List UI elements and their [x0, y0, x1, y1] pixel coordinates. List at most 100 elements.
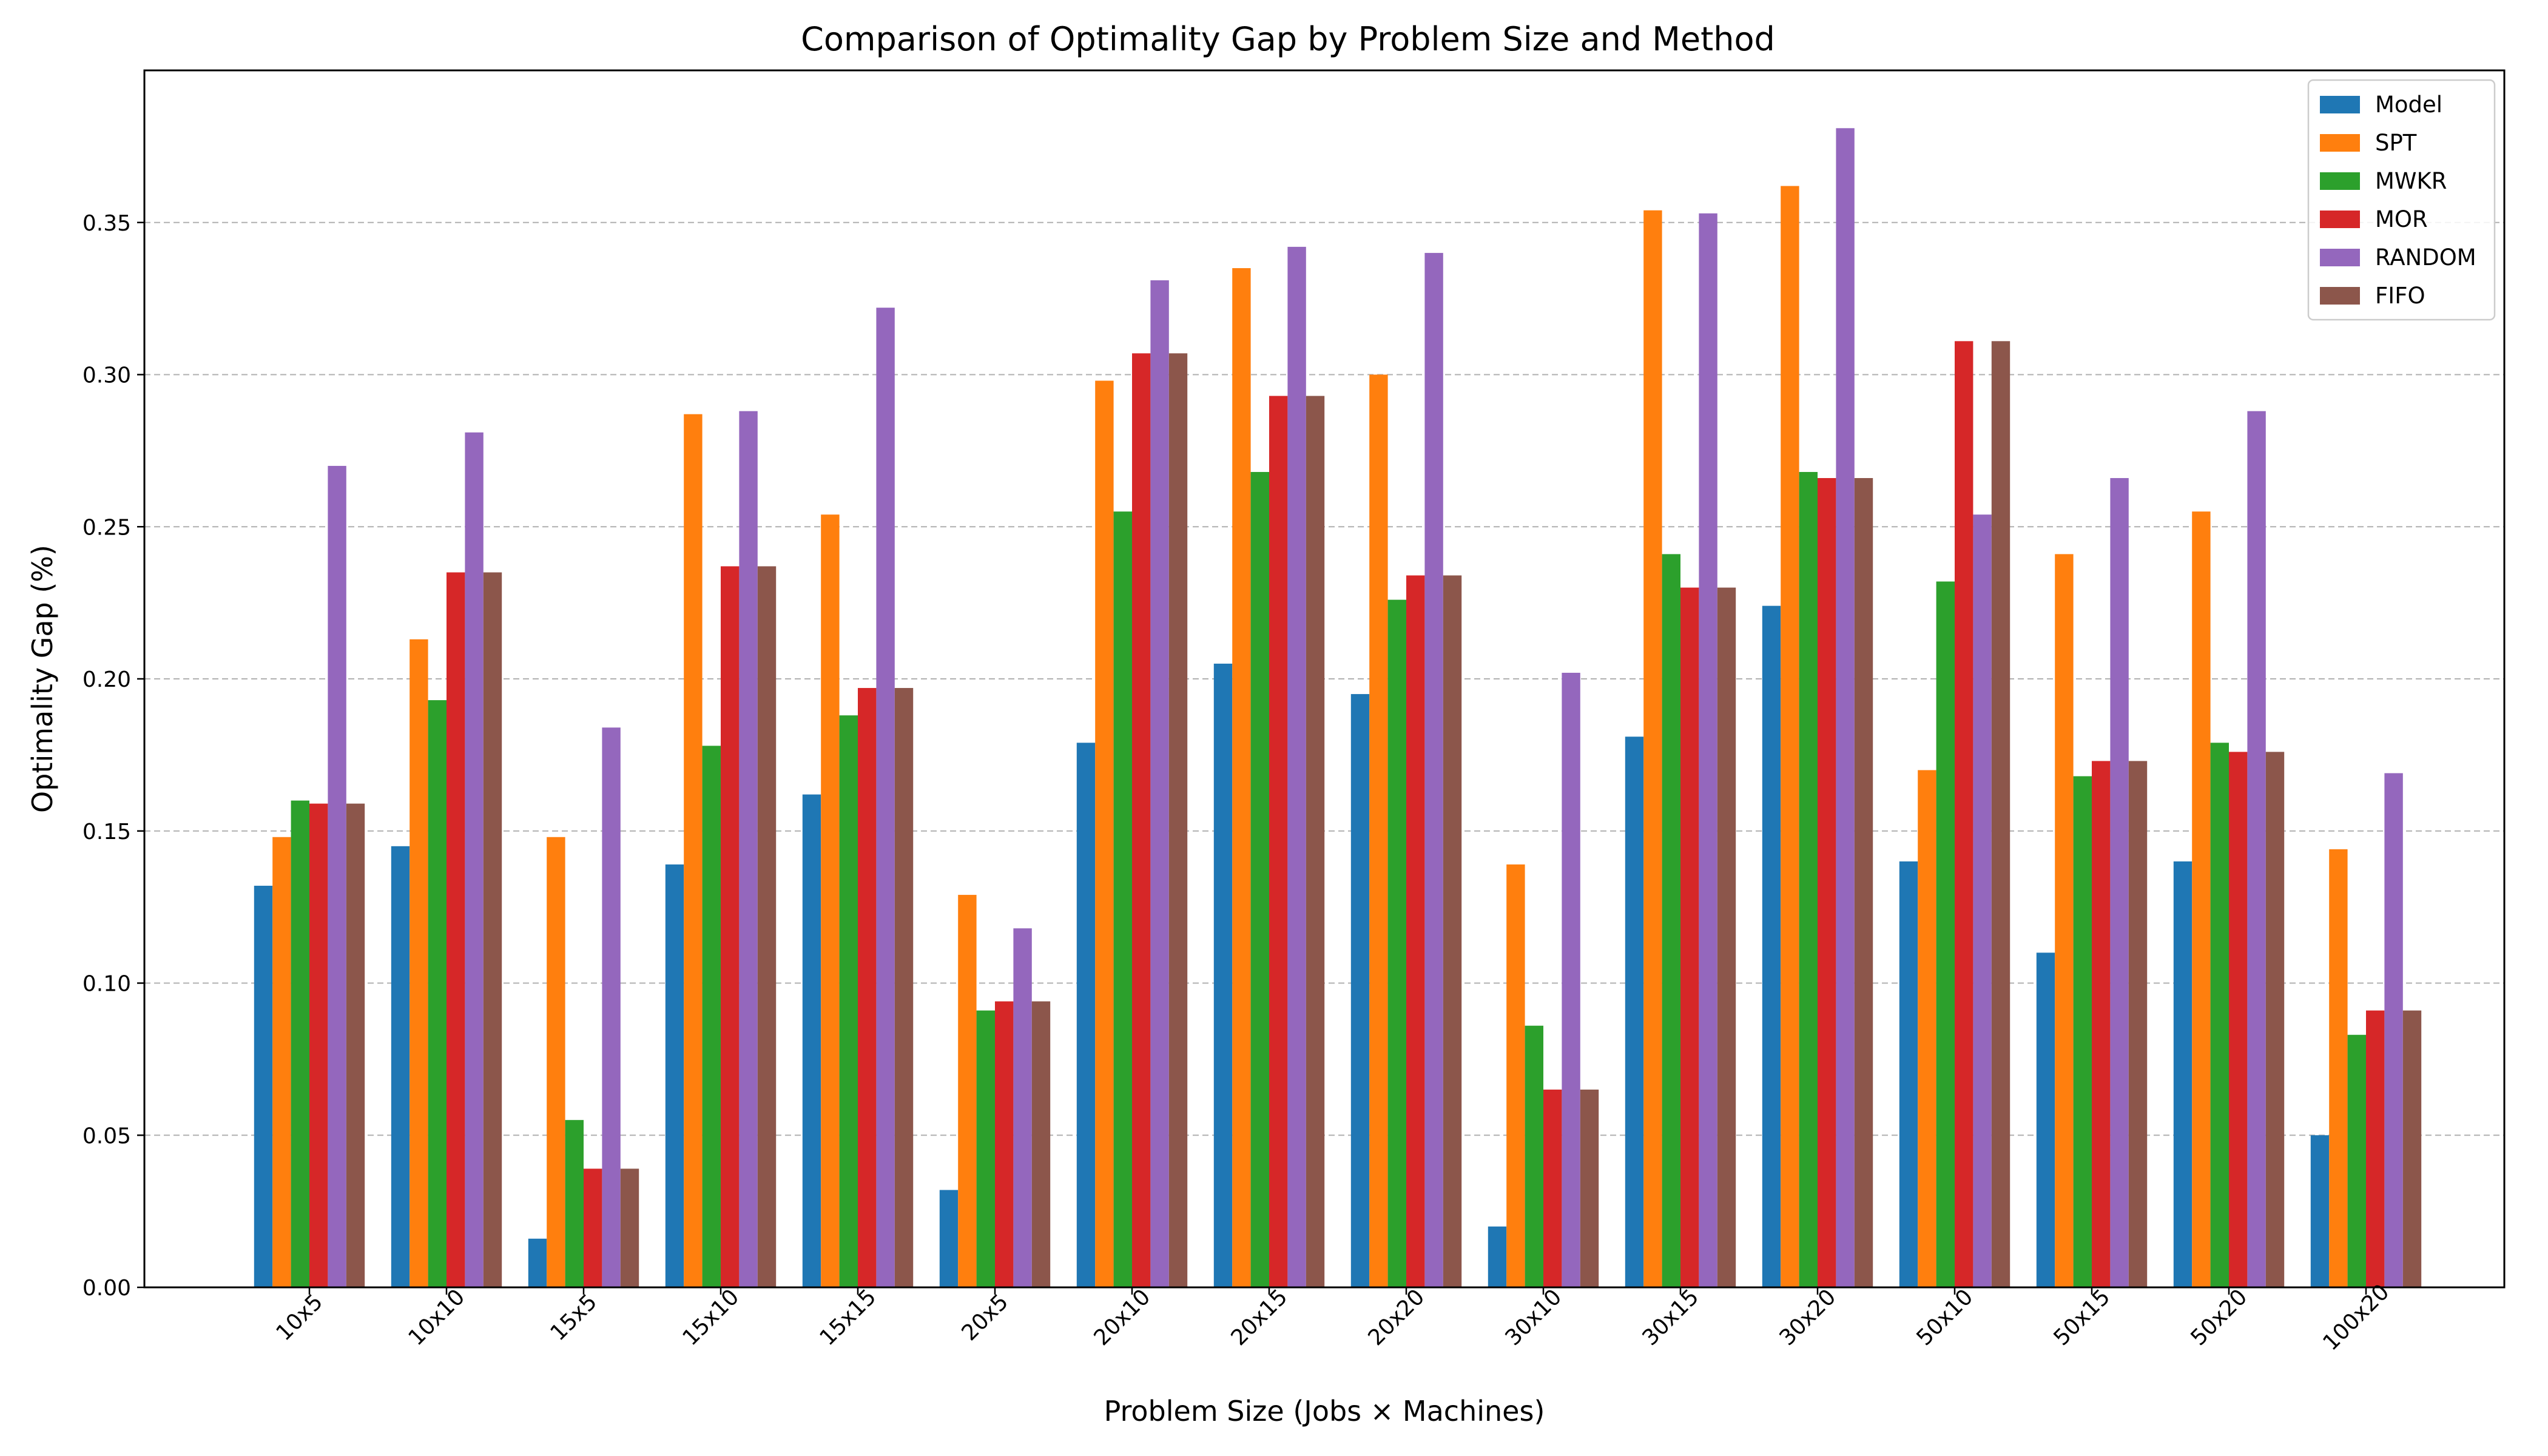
bar-random-20x15	[1287, 246, 1306, 1287]
legend-label-mwkr: MWKR	[2375, 168, 2447, 194]
bar-random-15x15	[876, 308, 895, 1287]
bar-mor-30x10	[1543, 1090, 1562, 1287]
x-axis-title: Problem Size (Jobs × Machines)	[1104, 1395, 1545, 1427]
bar-mor-30x20	[1818, 478, 1836, 1287]
bar-model-10x5	[254, 886, 273, 1287]
legend-label-random: RANDOM	[2375, 244, 2476, 271]
bar-fifo-50x15	[2128, 761, 2148, 1287]
bar-mwkr-20x15	[1250, 471, 1269, 1287]
bar-mwkr-20x10	[1113, 511, 1132, 1287]
bar-fifo-30x10	[1580, 1090, 1599, 1287]
bar-model-50x20	[2173, 861, 2192, 1287]
bar-random-30x15	[1699, 213, 1717, 1288]
bar-model-100x20	[2310, 1135, 2330, 1287]
y-tick-label: 0.00	[83, 1276, 131, 1301]
bar-random-50x20	[2247, 411, 2266, 1288]
bar-spt-100x20	[2329, 849, 2348, 1287]
bar-fifo-10x10	[483, 572, 502, 1287]
bar-random-20x20	[1424, 252, 1443, 1287]
bar-random-30x20	[1836, 128, 1855, 1287]
bar-fifo-15x5	[620, 1168, 639, 1287]
bar-spt-30x20	[1781, 186, 1799, 1287]
bar-mor-100x20	[2366, 1010, 2385, 1287]
bar-random-50x15	[2110, 478, 2129, 1287]
bar-mwkr-50x15	[2073, 776, 2092, 1287]
bar-mwkr-50x10	[1936, 581, 1955, 1287]
y-axis-title: Optimality Gap (%)	[26, 545, 59, 813]
legend-label-spt: SPT	[2375, 130, 2417, 156]
legend: Model SPT MWKR MOR RANDOM FIFO	[2307, 79, 2496, 321]
bar-model-30x10	[1488, 1226, 1507, 1287]
bar-spt-50x10	[1918, 770, 1936, 1287]
bar-fifo-30x20	[1854, 478, 1873, 1287]
bar-model-30x15	[1625, 736, 1644, 1287]
bar-random-30x10	[1562, 672, 1580, 1287]
bar-fifo-20x15	[1306, 396, 1325, 1287]
bar-fifo-15x15	[894, 688, 914, 1287]
chart-title: Comparison of Optimality Gap by Problem …	[801, 20, 1775, 58]
bar-mor-15x5	[584, 1168, 602, 1287]
bar-fifo-10x5	[346, 803, 365, 1287]
bar-model-30x20	[1762, 605, 1781, 1287]
legend-swatch-spt	[2320, 134, 2360, 152]
bar-random-15x5	[602, 727, 621, 1287]
bar-model-15x5	[528, 1238, 547, 1287]
bar-random-20x5	[1013, 928, 1032, 1287]
bar-fifo-20x10	[1168, 353, 1188, 1287]
bar-mor-50x15	[2092, 761, 2111, 1287]
bar-spt-10x10	[410, 639, 428, 1287]
bar-mor-30x15	[1680, 587, 1699, 1287]
bar-fifo-100x20	[2402, 1010, 2422, 1287]
y-tick-label: 0.05	[83, 1124, 131, 1148]
bar-mor-20x15	[1269, 396, 1288, 1287]
bar-spt-20x15	[1232, 268, 1251, 1288]
y-tick-label: 0.15	[83, 820, 131, 844]
bar-mor-20x5	[995, 1001, 1014, 1287]
bar-random-10x10	[465, 432, 484, 1288]
legend-label-mor: MOR	[2375, 206, 2428, 232]
bar-spt-15x10	[684, 414, 703, 1287]
bar-model-20x5	[939, 1190, 959, 1287]
legend-swatch-model	[2320, 96, 2360, 113]
bar-model-50x10	[1899, 861, 1918, 1287]
bar-model-20x10	[1076, 743, 1096, 1287]
bar-random-50x10	[1973, 514, 1992, 1288]
bar-random-10x5	[328, 465, 346, 1288]
bar-mwkr-15x10	[702, 746, 721, 1287]
bar-random-15x10	[739, 411, 758, 1288]
bar-fifo-50x10	[1991, 341, 2010, 1288]
bar-mor-50x10	[1955, 341, 1973, 1288]
bar-spt-20x10	[1095, 380, 1114, 1287]
bar-mor-20x10	[1132, 353, 1151, 1287]
bar-spt-15x5	[547, 837, 565, 1287]
bar-spt-20x5	[958, 895, 977, 1287]
bar-mor-15x10	[721, 566, 740, 1287]
y-tick-label: 0.30	[83, 363, 131, 388]
y-tick-label: 0.20	[83, 667, 131, 692]
y-tick-label: 0.10	[83, 972, 131, 997]
y-axis: 0.00 0.05 0.10 0.15 0.20 0.25 0.30 0.35	[83, 211, 144, 1301]
bar-fifo-20x5	[1031, 1001, 1051, 1287]
bar-spt-30x10	[1506, 864, 1525, 1287]
bar-mwkr-50x20	[2210, 743, 2229, 1287]
bar-spt-50x15	[2055, 554, 2074, 1287]
bar-mwkr-10x5	[291, 800, 309, 1287]
legend-swatch-mwkr	[2320, 172, 2360, 190]
bar-mwkr-100x20	[2347, 1034, 2366, 1287]
bar-model-20x15	[1213, 663, 1233, 1287]
bar-mwkr-30x20	[1799, 471, 1818, 1287]
bar-fifo-50x20	[2265, 752, 2285, 1287]
bar-mwkr-20x20	[1387, 599, 1406, 1287]
bar-mwkr-15x15	[839, 715, 858, 1287]
bar-random-20x10	[1150, 280, 1169, 1287]
bar-mwkr-15x5	[565, 1120, 584, 1287]
y-tick-label: 0.35	[83, 211, 131, 236]
bar-mwkr-20x5	[976, 1010, 995, 1287]
legend-swatch-random	[2320, 249, 2360, 266]
legend-swatch-fifo	[2320, 287, 2360, 305]
bar-model-50x15	[2036, 952, 2055, 1287]
bar-fifo-20x20	[1443, 575, 1462, 1287]
bar-mor-50x20	[2229, 752, 2248, 1287]
bar-mor-15x15	[858, 688, 877, 1287]
